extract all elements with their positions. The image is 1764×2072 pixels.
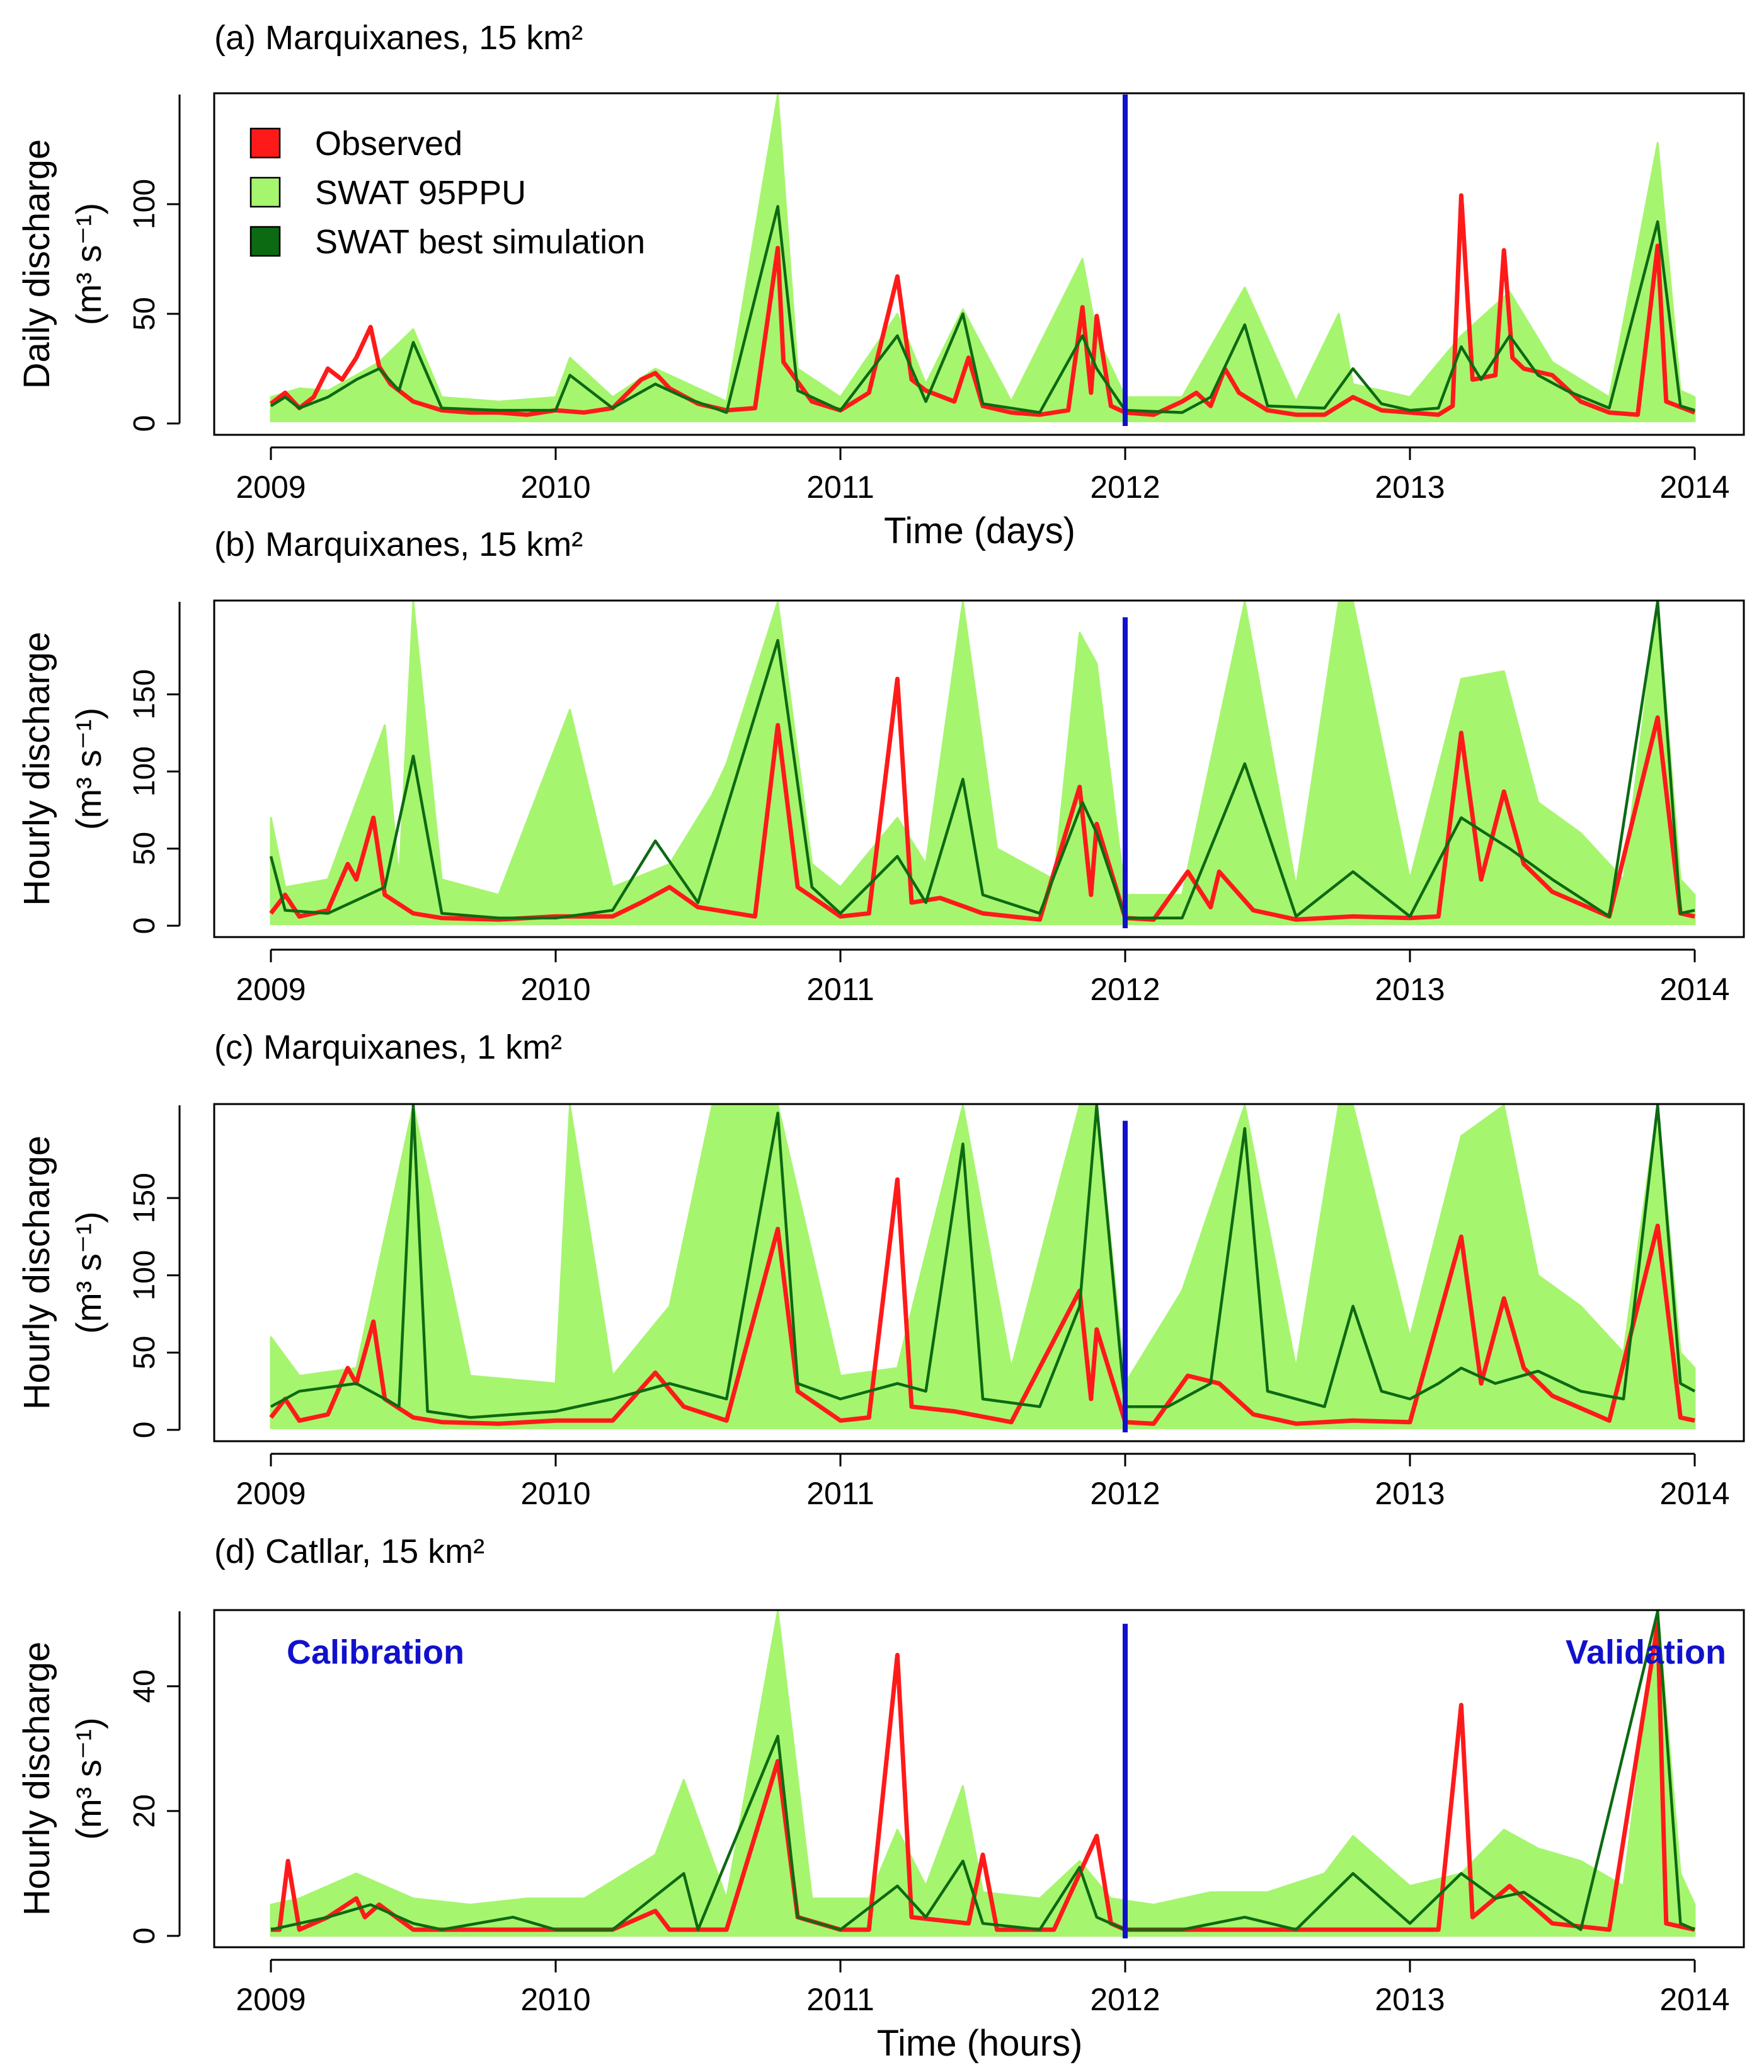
validation-label: Validation [1566, 1633, 1726, 1671]
series-swat-best-line [270, 205, 1695, 414]
x-tick-label: 2014 [1659, 1476, 1729, 1511]
y-tick-label: 150 [128, 669, 161, 720]
x-tick-label: 2013 [1375, 972, 1445, 1007]
x-tick-label: 2013 [1375, 1982, 1445, 2017]
x-tick-label: 2009 [236, 1982, 306, 2017]
y-tick-label: 20 [128, 1794, 161, 1827]
y-tick-label: 100 [128, 179, 161, 229]
plot-frame [213, 92, 1745, 436]
x-axis-label: Time (days) [884, 510, 1075, 551]
panel-d: (d) Catllar, 15 km² 0 20 40 Hourly discharge… [16, 1533, 1745, 2064]
x-tick-label: 2013 [1375, 469, 1445, 505]
y-tick-label: 0 [128, 918, 161, 935]
y-axis-unit: (m³ s⁻¹) [69, 1717, 108, 1839]
legend-swat-best-simulation-label: SWAT best simulation [315, 223, 645, 261]
series-swat-95ppu-band [270, 601, 1696, 926]
plot-area [270, 1610, 1696, 1937]
y-axis-label: Daily discharge [16, 139, 57, 389]
y-axis-label: Hourly discharge [16, 1136, 57, 1410]
plot-frame [213, 1103, 1745, 1442]
series-swat-best-line [269, 601, 1695, 920]
y-tick-label: 0 [128, 415, 161, 432]
legend-swat-95ppu-swatch [249, 176, 281, 208]
plot-frame [213, 1609, 1745, 1948]
legend-observed-swatch [249, 127, 281, 159]
x-axis-label: Time (hours) [877, 2023, 1083, 2064]
y-tick-label: 100 [128, 1250, 161, 1301]
series-observed-line [269, 193, 1696, 417]
series-observed-line [271, 1621, 1695, 1932]
x-tick-label: 2011 [806, 1476, 874, 1511]
panel-b: (b) Marquixanes, 15 km² 0 50 100 150 Hourly d… [16, 526, 1745, 1007]
y-tick-label: 100 [128, 746, 161, 797]
y-axis-unit: (m³ s⁻¹) [69, 708, 108, 830]
panel-title: (a) Marquixanes, 15 km² [214, 19, 583, 57]
panel-a: (a) Marquixanes, 15 km² 0 50 100 Daily disch… [16, 19, 1745, 551]
x-tick-label: 2009 [236, 469, 306, 505]
x-tick-label: 2011 [806, 972, 874, 1007]
calibration-label: Calibration [287, 1633, 464, 1671]
legend-swat-best-simulation-swatch [249, 226, 281, 257]
x-tick-label: 2009 [236, 1476, 306, 1511]
y-axis-label: Hourly discharge [16, 1642, 57, 1916]
x-tick-label: 2010 [520, 1476, 590, 1511]
legend-observed-label: Observed [315, 125, 462, 163]
y-axis-unit: (m³ s⁻¹) [69, 1211, 108, 1333]
series-swat-95ppu-band [270, 1104, 1696, 1429]
plot-frame [213, 599, 1745, 938]
y-tick-label: 150 [128, 1173, 161, 1223]
plot-area [269, 93, 1696, 422]
x-tick-label: 2010 [520, 469, 590, 505]
series-swat-95ppu-band [270, 1610, 1696, 1937]
x-tick-label: 2013 [1375, 1476, 1445, 1511]
x-tick-label: 2011 [806, 469, 874, 505]
legend-swat-95ppu-label: SWAT 95PPU [315, 174, 526, 212]
panel-c: (c) Marquixanes, 1 km² 0 50 100 150 Hourly di… [16, 1028, 1745, 1511]
x-tick-label: 2009 [236, 972, 306, 1007]
y-tick-label: 40 [128, 1669, 161, 1703]
y-tick-label: 50 [128, 1336, 161, 1369]
x-tick-label: 2012 [1090, 1476, 1160, 1511]
panel-title: (b) Marquixanes, 15 km² [214, 526, 583, 563]
x-tick-label: 2010 [520, 972, 590, 1007]
x-tick-label: 2010 [520, 1982, 590, 2017]
x-tick-label: 2011 [806, 1982, 874, 2017]
series-observed-line [269, 676, 1695, 922]
x-tick-label: 2012 [1090, 972, 1160, 1007]
series-swat-best-line [270, 1610, 1695, 1931]
panel-title: (d) Catllar, 15 km² [214, 1533, 484, 1570]
series-swat-95ppu-band [270, 93, 1696, 422]
y-tick-label: 0 [128, 1422, 161, 1439]
series-swat-best-line [270, 1104, 1696, 1419]
x-tick-label: 2014 [1659, 469, 1729, 505]
plot-area [269, 601, 1696, 926]
y-tick-label: 50 [128, 297, 161, 330]
x-tick-label: 2014 [1659, 972, 1729, 1007]
panel-title: (c) Marquixanes, 1 km² [214, 1028, 562, 1066]
x-tick-label: 2012 [1090, 469, 1160, 505]
x-tick-label: 2012 [1090, 1982, 1160, 2017]
plot-area [269, 1104, 1696, 1429]
y-axis-label: Hourly discharge [16, 631, 57, 906]
y-tick-label: 0 [128, 1928, 161, 1945]
y-axis-unit: (m³ s⁻¹) [69, 203, 108, 325]
x-tick-label: 2014 [1659, 1982, 1729, 2017]
y-tick-label: 50 [128, 832, 161, 865]
